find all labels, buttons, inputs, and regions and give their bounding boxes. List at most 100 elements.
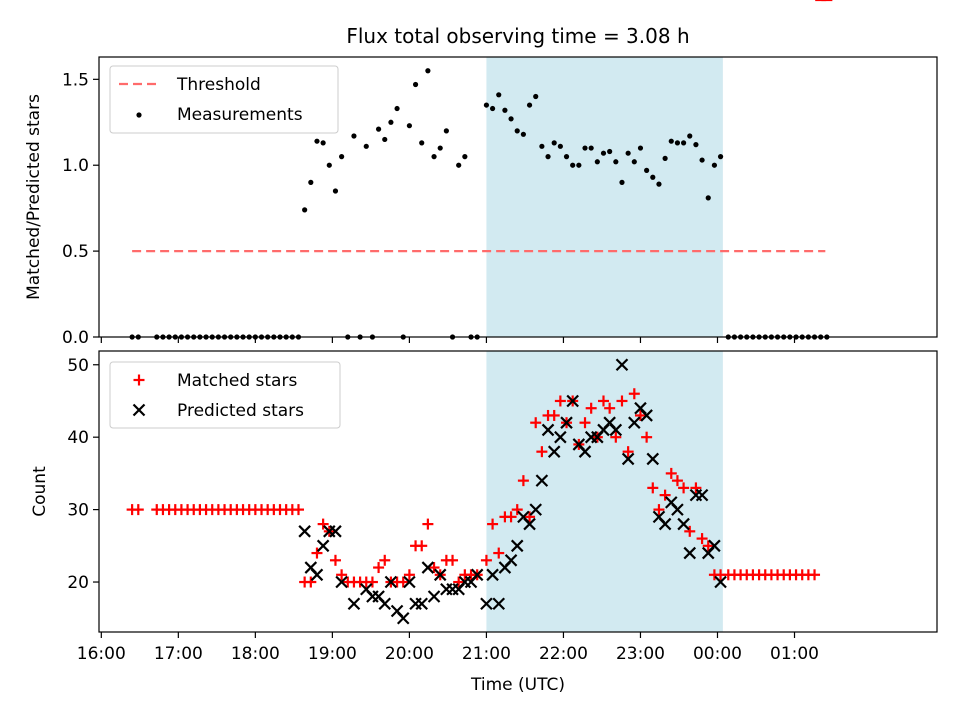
measurement-point bbox=[600, 150, 607, 156]
y-tick-label: 0.5 bbox=[62, 242, 89, 262]
predicted-point bbox=[492, 597, 506, 611]
predicted-point bbox=[510, 539, 524, 553]
measurement-point bbox=[332, 188, 339, 194]
ratio-panel: 0.0 0.5 1.0 1.5 Matched/Predicted stars Thr… bbox=[24, 56, 938, 348]
measurement-point bbox=[680, 140, 687, 146]
x-tick-label: 20:00 bbox=[385, 644, 434, 664]
measurement-point bbox=[557, 143, 563, 149]
predicted-stars-series bbox=[298, 358, 727, 625]
predicted-point bbox=[347, 597, 361, 611]
measurement-point bbox=[502, 107, 508, 113]
ratio-legend-box bbox=[109, 65, 339, 134]
x-tick-label: 22:00 bbox=[539, 644, 588, 664]
predicted-point bbox=[523, 517, 536, 531]
legend-matched-label: Matched stars bbox=[177, 371, 297, 391]
measurement-point bbox=[351, 133, 357, 139]
measurement-point bbox=[674, 140, 681, 146]
predicted-point bbox=[335, 575, 348, 589]
measurement-point bbox=[456, 162, 462, 168]
measurement-point bbox=[613, 159, 619, 165]
measurement-point bbox=[619, 179, 625, 185]
x-axis-label: Time (UTC) bbox=[470, 675, 565, 695]
predicted-point bbox=[403, 575, 416, 589]
measurement-point bbox=[388, 119, 394, 125]
x-tick-label: 23:00 bbox=[616, 644, 665, 664]
predicted-point bbox=[658, 517, 672, 531]
predicted-point bbox=[547, 445, 561, 458]
predicted-point bbox=[310, 568, 324, 582]
y-tick-label: 0.0 bbox=[62, 328, 89, 348]
legend-x-mark bbox=[132, 403, 146, 417]
measurement-point bbox=[308, 179, 314, 185]
predicted-point bbox=[554, 430, 567, 444]
legend-predicted-swatch bbox=[132, 403, 146, 417]
count-panel: 20 30 40 50 16:00 17:00 18:00 19:00 20:00 21:00 2… bbox=[30, 0, 938, 695]
predicted-point bbox=[359, 582, 373, 596]
x-tick-label: 19:00 bbox=[308, 644, 357, 664]
predicted-point bbox=[415, 597, 429, 611]
measurement-point bbox=[394, 105, 400, 112]
measurement-point bbox=[693, 142, 699, 148]
count-y-axis-label: Count bbox=[30, 466, 50, 517]
measurement-point bbox=[382, 136, 388, 143]
measurement-point bbox=[514, 128, 520, 134]
ratio-y-axis-label: Matched/Predicted stars bbox=[24, 94, 44, 300]
measurement-point bbox=[539, 143, 545, 149]
measurement-point bbox=[363, 143, 369, 149]
measurement-point bbox=[425, 68, 431, 74]
measurement-point bbox=[668, 138, 674, 144]
count-x-axis: 16:00 17:00 18:00 19:00 20:00 21:00 22:00 23:00… bbox=[77, 632, 819, 664]
predicted-point bbox=[470, 568, 484, 582]
measurement-point bbox=[656, 181, 662, 187]
predicted-point bbox=[427, 590, 441, 603]
legend-threshold-label: Threshold bbox=[176, 75, 261, 95]
count-legend-box bbox=[109, 361, 341, 429]
y-tick-label: 20 bbox=[67, 573, 89, 593]
measurement-point bbox=[443, 128, 449, 134]
measurement-point bbox=[717, 154, 724, 160]
y-tick-label: 1.5 bbox=[62, 70, 89, 90]
measurement-point bbox=[375, 126, 382, 132]
predicted-point bbox=[566, 394, 579, 408]
predicted-point bbox=[634, 401, 647, 415]
predicted-point bbox=[683, 546, 697, 560]
observing-span-shade bbox=[486, 351, 723, 632]
predicted-point bbox=[572, 438, 586, 451]
predicted-point bbox=[646, 452, 660, 466]
count-legend: Matched stars Predicted stars bbox=[109, 361, 341, 429]
predicted-point bbox=[621, 452, 635, 466]
measurement-point bbox=[526, 102, 533, 108]
x-tick-label: 00:00 bbox=[693, 644, 742, 664]
legend-measurements-swatch bbox=[136, 112, 142, 118]
measurements-series bbox=[129, 68, 830, 340]
measurement-point bbox=[462, 154, 468, 160]
x-tick-label: 21:00 bbox=[462, 644, 511, 664]
x-tick-label: 01:00 bbox=[770, 644, 819, 664]
predicted-point bbox=[708, 539, 721, 553]
measurement-point bbox=[314, 138, 320, 144]
measurement-point bbox=[570, 162, 576, 168]
predicted-point bbox=[609, 423, 623, 437]
y-tick-label: 30 bbox=[67, 501, 89, 521]
predicted-point bbox=[421, 561, 435, 574]
predicted-point bbox=[578, 445, 592, 458]
measurement-point bbox=[483, 102, 490, 108]
predicted-point bbox=[640, 409, 653, 422]
predicted-point bbox=[486, 568, 499, 582]
measurement-point bbox=[644, 167, 650, 173]
x-tick-label: 17:00 bbox=[154, 644, 203, 664]
legend-predicted-label: Predicted stars bbox=[177, 401, 304, 421]
measurement-point bbox=[320, 140, 326, 146]
count-plot-frame bbox=[98, 350, 938, 633]
measurement-point bbox=[431, 154, 437, 160]
predicted-point bbox=[535, 474, 549, 487]
predicted-point bbox=[529, 503, 542, 516]
measurement-point bbox=[545, 154, 551, 160]
predicted-point bbox=[433, 568, 447, 582]
measurement-point bbox=[339, 154, 345, 160]
measurement-point bbox=[437, 145, 443, 151]
measurement-point bbox=[406, 123, 412, 129]
x-tick-label: 18:00 bbox=[231, 644, 280, 664]
measurement-point bbox=[637, 145, 644, 151]
